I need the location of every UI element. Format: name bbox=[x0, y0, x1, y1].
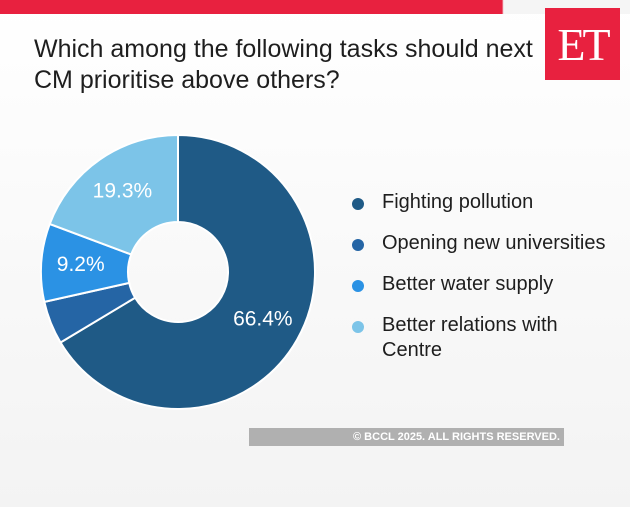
chart-title: Which among the following tasks should n… bbox=[34, 35, 533, 94]
legend-label: Better water supply bbox=[382, 273, 554, 295]
legend-swatch bbox=[352, 239, 364, 251]
legend-item-better-relations-with-centre: Better relations with Centre bbox=[352, 313, 592, 363]
chart-legend: Fighting pollution Opening new universit… bbox=[352, 190, 622, 379]
legend-item-better-water-supply: Better water supply bbox=[352, 272, 622, 297]
legend-label: Fighting pollution bbox=[382, 191, 534, 213]
legend-item-opening-new-universities: Opening new universities bbox=[352, 231, 622, 256]
slice-data-label: 19.3% bbox=[93, 179, 153, 202]
et-logo: ET bbox=[545, 8, 620, 80]
legend-swatch bbox=[352, 280, 364, 292]
donut-slice-fighting-pollution bbox=[59, 133, 316, 410]
legend-swatch bbox=[352, 321, 364, 333]
copyright-notice: © BCCL 2025. ALL RIGHTS RESERVED. bbox=[249, 428, 564, 446]
slice-data-label: 66.4% bbox=[233, 308, 293, 331]
slice-data-label: 9.2% bbox=[57, 253, 105, 276]
legend-label: Better relations with Centre bbox=[382, 314, 558, 361]
donut-slice-better-relations-with-centre bbox=[48, 133, 179, 256]
legend-label: Opening new universities bbox=[382, 232, 606, 254]
legend-item-fighting-pollution: Fighting pollution bbox=[352, 190, 622, 215]
legend-swatch bbox=[352, 198, 364, 210]
